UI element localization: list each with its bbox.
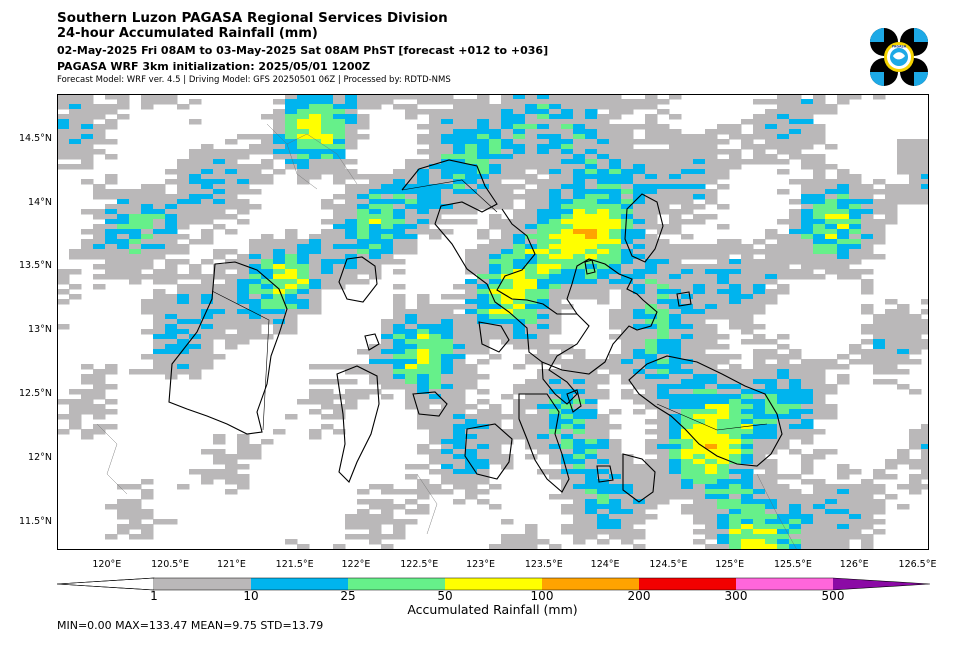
luzon-outline	[401, 159, 590, 405]
x-tick-label: 123°E	[466, 559, 495, 570]
tablas-outline	[336, 365, 380, 483]
colorbar-label: 500	[821, 589, 845, 603]
colorbar-segment	[251, 578, 348, 590]
title-product: 24-hour Accumulated Rainfall (mm)	[57, 26, 318, 41]
colorbar-label: 100	[530, 589, 554, 603]
mindoro-outline	[168, 261, 288, 435]
colorbar-label: 200	[627, 589, 651, 603]
marinduque-outline	[338, 256, 378, 303]
colorbar-title: Accumulated Rainfall (mm)	[407, 602, 578, 617]
y-tick-label: 12°N	[28, 452, 52, 464]
colorbar-label: 50	[437, 589, 453, 603]
title-init: PAGASA WRF 3km initialization: 2025/05/0…	[57, 60, 371, 73]
rainfall-field	[57, 94, 934, 555]
x-tick-label: 120°E	[92, 559, 122, 570]
biliran-outline	[596, 465, 614, 483]
x-tick-label: 120.5°E	[151, 559, 190, 570]
title-model-info: Forecast Model: WRF ver. 4.5 | Driving M…	[57, 75, 451, 85]
boundary-lines	[211, 179, 768, 431]
x-tick-label: 125°E	[715, 559, 745, 570]
x-tick-label: 126°E	[839, 559, 869, 570]
ticao-east-outline	[584, 259, 596, 275]
colorbar-label: 10	[243, 589, 259, 603]
x-tick-label: 126.5°E	[898, 559, 937, 570]
colorbar-segment	[445, 578, 542, 590]
x-tick-label: 124.5°E	[649, 559, 688, 570]
colorbar-segment	[348, 578, 445, 590]
provincial-boundaries	[96, 123, 798, 551]
y-tick-label: 14.5°N	[18, 132, 52, 144]
logo-text: PAGASA	[892, 45, 907, 49]
y-tick-label: 14°N	[28, 196, 52, 208]
coastline-outlines	[168, 159, 783, 503]
colorbar-over-extend	[833, 578, 930, 590]
catanduanes-outline	[624, 193, 664, 263]
map-frame	[57, 94, 929, 550]
colorbar	[57, 577, 931, 591]
title-period: 02-May-2025 Fri 08AM to 03-May-2025 Sat …	[57, 44, 549, 57]
y-tick-label: 12.5°N	[18, 388, 52, 400]
y-tick-label: 13°N	[28, 324, 52, 336]
ticao-outline	[566, 389, 582, 413]
colorbar-segment	[154, 578, 251, 590]
colorbar-label: 1	[150, 589, 158, 603]
x-tick-label: 122°E	[341, 559, 371, 570]
rapu-rapu-outline	[676, 291, 692, 307]
title-region: Southern Luzon PAGASA Regional Services …	[57, 10, 448, 26]
leyte-north-outline	[622, 453, 656, 503]
rainfall-map-canvas	[57, 94, 934, 555]
pagasa-logo: PAGASA	[870, 28, 928, 86]
colorbar-label: 300	[724, 589, 748, 603]
y-tick-label: 11.5°N	[18, 515, 52, 527]
panay-north-outline	[464, 423, 513, 480]
bicol-peninsula-outline	[541, 258, 658, 375]
colorbar-segment	[639, 578, 736, 590]
rainfall-map[interactable]	[57, 94, 934, 555]
header: Southern Luzon PAGASA Regional Services …	[57, 10, 548, 86]
burias-outline	[478, 321, 510, 353]
x-tick-label: 121.5°E	[275, 559, 314, 570]
colorbar-segment	[542, 578, 639, 590]
statistics-readout: MIN=0.00 MAX=133.47 MEAN=9.75 STD=13.79	[57, 619, 324, 632]
sibuyan-outline	[412, 391, 448, 417]
colorbar-label: 25	[340, 589, 356, 603]
masbate-outline	[518, 393, 570, 493]
y-tick-label: 13.5°N	[18, 260, 52, 272]
romblon-outline	[364, 333, 380, 351]
x-tick-label: 122.5°E	[400, 559, 439, 570]
colorbar-segment	[736, 578, 833, 590]
x-tick-label: 121°E	[216, 559, 246, 570]
samar-outline	[628, 355, 783, 467]
x-tick-label: 125.5°E	[773, 559, 812, 570]
x-tick-label: 123.5°E	[524, 559, 563, 570]
x-tick-label: 124°E	[590, 559, 620, 570]
